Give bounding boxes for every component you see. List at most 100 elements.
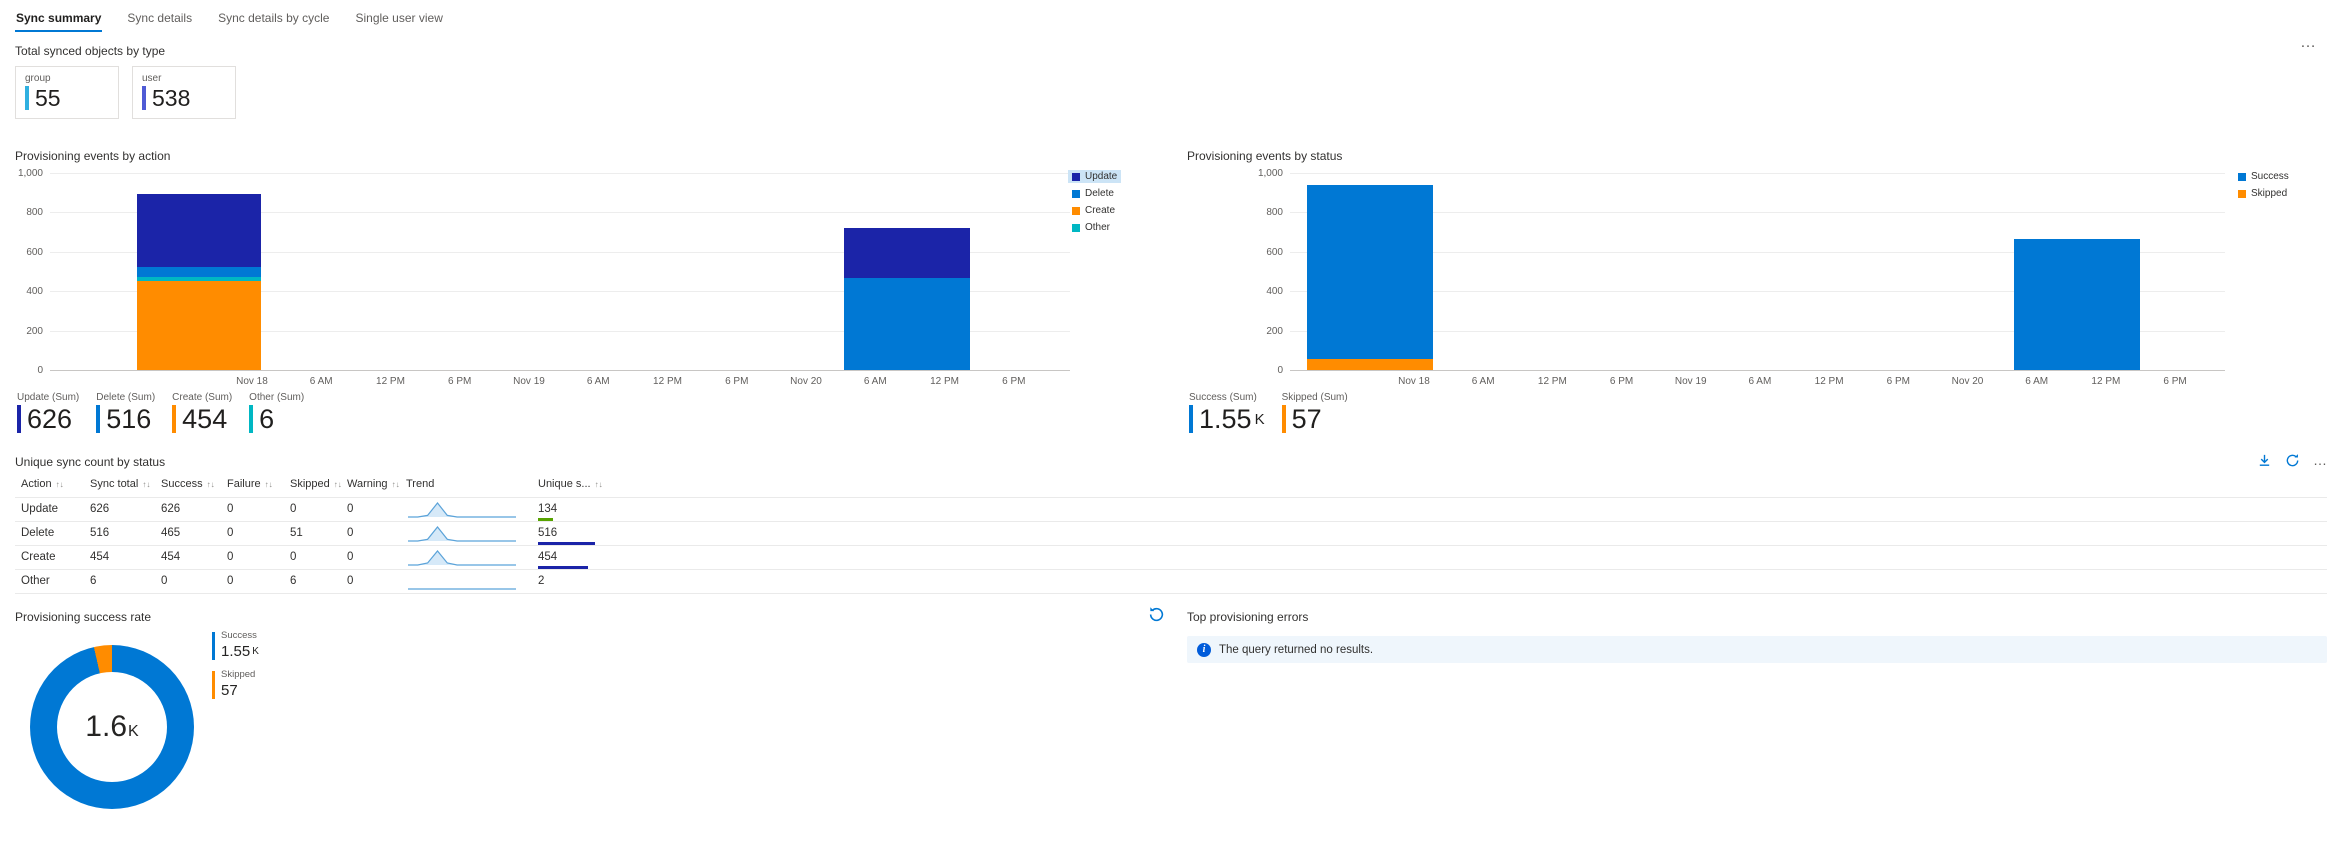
sort-icon: ↑↓: [142, 480, 151, 489]
donut-total-suffix: K: [128, 723, 139, 740]
legend-value-row: 57: [221, 682, 255, 699]
x-axis-label: Nov 20: [790, 376, 822, 387]
legend-swatch: [1072, 206, 1080, 215]
status-sum-tiles-row: Success (Sum) 1.55 K Skipped (Sum) 57: [1187, 392, 1350, 433]
tile-skipped-sum[interactable]: Skipped (Sum) 57: [1280, 392, 1350, 433]
sort-icon: ↑↓: [206, 480, 215, 489]
donut-legend-item-skipped[interactable]: Skipped 57: [212, 669, 259, 699]
cell-sync_total: 516: [90, 527, 110, 539]
tile-success-sum[interactable]: Success (Sum) 1.55 K: [1187, 392, 1267, 433]
y-axis-label: 400: [26, 286, 43, 298]
x-axis-label: 6 AM: [586, 376, 610, 387]
column-header-unique-s[interactable]: Unique s... ↑↓: [538, 478, 603, 490]
table-separator: [15, 521, 2327, 522]
gridline: [1290, 370, 2225, 371]
legend-item-success[interactable]: Success: [2234, 170, 2293, 183]
workbook-more-options-icon[interactable]: …: [2300, 34, 2316, 51]
legend-label: Delete: [1085, 188, 1114, 199]
bar-segment-update: [843, 227, 971, 279]
tile-update-sum[interactable]: Update (Sum) 626: [15, 392, 81, 433]
tab-sync-summary[interactable]: Sync summary: [15, 6, 103, 32]
gridline: [1290, 251, 2225, 253]
legend-label: Update: [1085, 171, 1118, 182]
events-by-status-legend: Success Skipped: [2234, 170, 2293, 200]
cell-sync_total: 6: [90, 575, 97, 587]
bar-segment-update: [136, 194, 262, 267]
tile-value-row: 55: [25, 86, 109, 110]
tile-create-sum[interactable]: Create (Sum) 454: [170, 392, 234, 433]
cell-warning: 0: [347, 503, 354, 515]
legend-value-suffix: K: [252, 646, 259, 657]
refresh-icon[interactable]: [2284, 452, 2300, 468]
tile-other-sum[interactable]: Other (Sum) 6: [247, 392, 306, 433]
cell-failure: 0: [227, 527, 234, 539]
info-icon: i: [1197, 642, 1211, 657]
tile-accent-bar: [172, 405, 177, 434]
x-axis-label: Nov 19: [1674, 376, 1707, 387]
export-download-icon[interactable]: [2256, 452, 2272, 468]
tab-single-user-view[interactable]: Single user view: [355, 11, 443, 25]
tile-accent-bar: [17, 405, 21, 434]
x-axis-label: 12 PM: [930, 376, 959, 387]
column-header-warning[interactable]: Warning ↑↓: [347, 478, 400, 490]
legend-label: Skipped: [221, 669, 256, 680]
table-more-options-icon[interactable]: …: [2313, 452, 2327, 468]
tile-label: Update (Sum): [17, 392, 80, 403]
trend-sparkline: [406, 500, 518, 520]
tile-value-row: 57: [1281, 405, 1348, 433]
legend-label: Other: [1085, 222, 1111, 233]
legend-swatch: [2238, 189, 2246, 198]
legend-item-delete[interactable]: Delete: [1068, 187, 1121, 200]
legend-item-skipped[interactable]: Skipped: [2234, 187, 2293, 200]
tile-value-row: 516: [96, 405, 155, 433]
no-results-message: The query returned no results.: [1219, 643, 1374, 656]
tile-delete-sum[interactable]: Delete (Sum) 516: [94, 392, 157, 433]
x-axis-label: 6 AM: [309, 376, 333, 387]
cell-success: 626: [161, 503, 181, 515]
x-axis-label: 6 AM: [863, 376, 887, 387]
cell-unique-count: 134: [538, 503, 558, 515]
sort-icon: ↑↓: [55, 480, 64, 489]
column-header-success[interactable]: Success ↑↓: [161, 478, 215, 490]
tab-sync-details-by-cycle[interactable]: Sync details by cycle: [218, 11, 330, 25]
gridline: [1290, 173, 2225, 174]
tile-user[interactable]: user 538: [132, 66, 236, 119]
legend-value: 1.55: [221, 643, 251, 660]
cell-success: 454: [161, 551, 181, 563]
sort-icon: ↑↓: [594, 480, 603, 489]
cell-warning: 0: [347, 575, 354, 587]
legend-label: Create: [1085, 205, 1116, 216]
column-header-action[interactable]: Action ↑↓: [21, 478, 64, 490]
tile-value-suffix: K: [1254, 410, 1265, 428]
bar-segment-delete: [136, 267, 262, 278]
x-axis-label: 6 PM: [1002, 376, 1026, 387]
unique-count-bar: [538, 542, 595, 546]
undo-icon[interactable]: [1148, 606, 1166, 624]
legend-swatch: [1072, 189, 1080, 198]
legend-item-other[interactable]: Other: [1068, 221, 1121, 234]
legend-swatch: [1072, 223, 1080, 232]
bar-segment-delete: [843, 278, 971, 370]
tile-group[interactable]: group 55: [15, 66, 119, 119]
donut-legend-item-success[interactable]: Success 1.55 K: [212, 630, 259, 660]
cell-failure: 0: [227, 551, 234, 563]
cell-failure: 0: [227, 503, 234, 515]
legend-item-update[interactable]: Update: [1068, 170, 1122, 183]
column-header-sync-total[interactable]: Sync total ↑↓: [90, 478, 151, 490]
donut-legend: Success 1.55 K Skipped 57: [212, 630, 259, 708]
cell-success: 465: [161, 527, 181, 539]
cell-sync_total: 454: [90, 551, 110, 563]
x-axis-label: 6 PM: [1886, 376, 1910, 387]
section-title-success-rate: Provisioning success rate: [15, 610, 152, 624]
section-title-events-by-action: Provisioning events by action: [15, 149, 171, 163]
tile-label: Other (Sum): [249, 392, 305, 403]
tile-value: 1.55: [1199, 404, 1252, 434]
tab-sync-details[interactable]: Sync details: [127, 11, 193, 25]
legend-item-create[interactable]: Create: [1068, 204, 1121, 217]
column-header-skipped[interactable]: Skipped ↑↓: [290, 478, 342, 490]
legend-label: Success: [2251, 171, 2289, 182]
tile-label: Create (Sum): [172, 392, 233, 403]
column-header-failure[interactable]: Failure ↑↓: [227, 478, 273, 490]
y-axis-label: 0: [1277, 365, 1283, 376]
tab-bar: Sync summary Sync details Sync details by …: [15, 6, 444, 32]
